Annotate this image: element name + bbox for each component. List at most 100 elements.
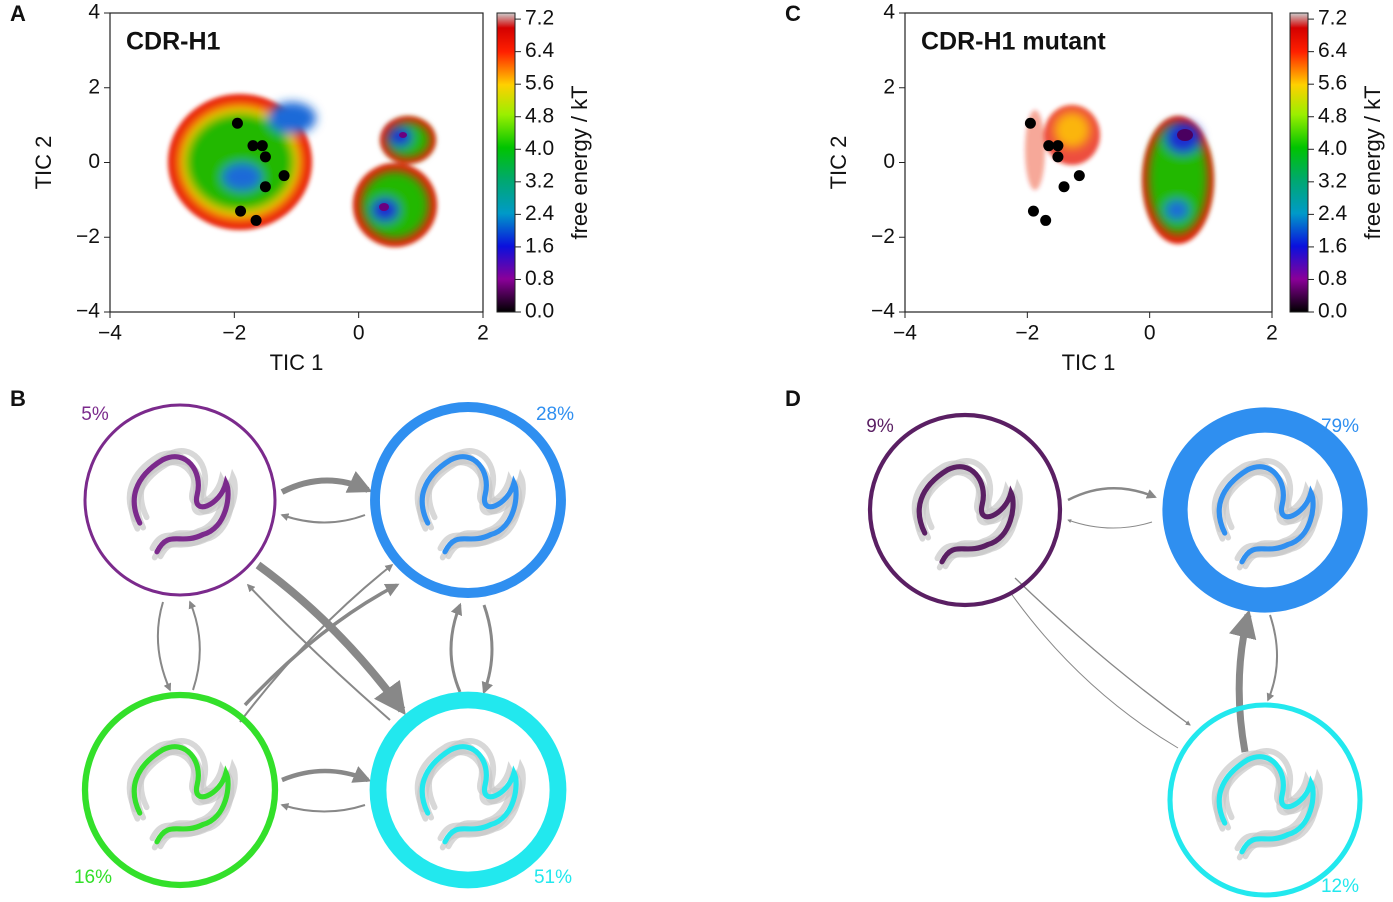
colorbar-tick-label: 7.2 [525,7,554,30]
colorbar-tick-label: 4.8 [525,104,554,127]
structure [911,458,1023,571]
structure-backbone [916,464,1016,565]
transition-arrows [156,471,494,813]
panel-label: C [785,1,801,26]
y-tick-label: 4 [883,1,895,24]
state-ring [81,691,279,889]
state-ring [370,402,566,598]
y-tick-label: 0 [883,150,895,173]
plot-frame [904,12,1273,313]
structure-backbone [1214,469,1314,571]
y-tick-label: 4 [88,1,100,24]
state-center [1052,151,1064,163]
structure [414,738,526,851]
colorbar-tick-label: 2.4 [1318,202,1348,225]
colorbar-label: free energy / kT [567,85,592,239]
x-tick-label: −2 [1015,322,1039,345]
colorbar-tick-label: 4.0 [1318,137,1347,160]
x-tick-label: 0 [1144,322,1156,345]
structure [126,738,238,851]
state-center [231,117,243,129]
x-tick-label: −4 [98,322,122,345]
density-map [168,94,437,247]
state-center [278,170,290,182]
state-ring [83,403,277,597]
structure-backbone [131,454,231,555]
y-tick-label: −4 [76,300,100,323]
state-center [1052,140,1064,152]
colorbar-tick-label: 0.0 [1318,300,1347,323]
colorbar-tick-label: 4.0 [525,137,554,160]
structure-backbone [129,749,229,851]
density-map [1025,105,1214,244]
plot-title: CDR-H1 [126,28,221,56]
structure [1211,748,1323,861]
y-tick-label: −2 [76,225,100,248]
structure [1211,458,1323,571]
structure-backbone [417,749,517,851]
structure-backbone [419,454,519,555]
x-tick-label: −2 [222,322,246,345]
colorbar-tick-label: 5.6 [525,72,554,95]
state-ring [369,691,567,889]
panel-label: A [10,1,26,26]
colorbar [1289,12,1309,313]
state-center [235,205,247,217]
state-center [259,151,271,163]
population-label: 28% [536,404,574,425]
structure [126,448,238,561]
panel-label: D [785,386,801,411]
structure-backbone [129,459,229,561]
population-label: 79% [1321,416,1359,437]
x-axis-label: TIC 1 [1062,350,1116,375]
structure [414,448,526,561]
state-center [250,214,262,226]
population-label: 51% [534,867,572,888]
x-axis-label: TIC 1 [270,350,324,375]
colorbar-tick-label: 0.8 [525,267,554,290]
y-tick-label: 2 [883,75,895,98]
colorbar-tick-label: 5.6 [1318,72,1347,95]
state-ring [1162,407,1368,613]
y-axis-label: TIC 2 [31,136,56,190]
structure-backbone [1214,759,1314,861]
colorbar-tick-label: 6.4 [1318,39,1348,62]
y-axis-label: TIC 2 [826,136,851,190]
colorbar-tick-label: 7.2 [1318,7,1347,30]
colorbar-tick-label: 3.2 [525,169,554,192]
state-ring [867,412,1063,608]
structure-backbone [914,469,1014,571]
state-center [256,140,268,152]
colorbar-tick-label: 6.4 [525,39,555,62]
colorbar-tick-label: 4.8 [1318,104,1347,127]
colorbar-tick-label: 3.2 [1318,169,1347,192]
x-tick-label: 0 [353,322,365,345]
y-tick-label: 2 [88,75,100,98]
panel-label: B [10,386,26,411]
plot-title: CDR-H1 mutant [921,28,1106,56]
state-center [1024,117,1036,129]
state-center [1043,140,1055,152]
y-tick-label: −2 [871,225,895,248]
structure-backbone [131,744,231,845]
structure-backbone [1216,754,1316,855]
structure-backbone [419,744,519,845]
colorbar-tick-label: 1.6 [525,234,554,257]
colorbar-tick-label: 0.8 [1318,267,1347,290]
structure-backbone [417,459,517,561]
state-ring [1167,702,1363,898]
x-tick-label: −4 [893,322,917,345]
structure-backbone [1216,464,1316,565]
colorbar [496,12,516,313]
colorbar-label: free energy / kT [1360,85,1385,239]
state-center [259,181,271,193]
population-label: 12% [1321,876,1359,897]
population-label: 16% [74,867,112,888]
y-tick-label: −4 [871,300,895,323]
state-center [1027,205,1039,217]
population-label: 5% [81,404,109,425]
y-tick-label: 0 [88,150,100,173]
colorbar-tick-label: 1.6 [1318,234,1347,257]
x-tick-label: 2 [1266,322,1278,345]
